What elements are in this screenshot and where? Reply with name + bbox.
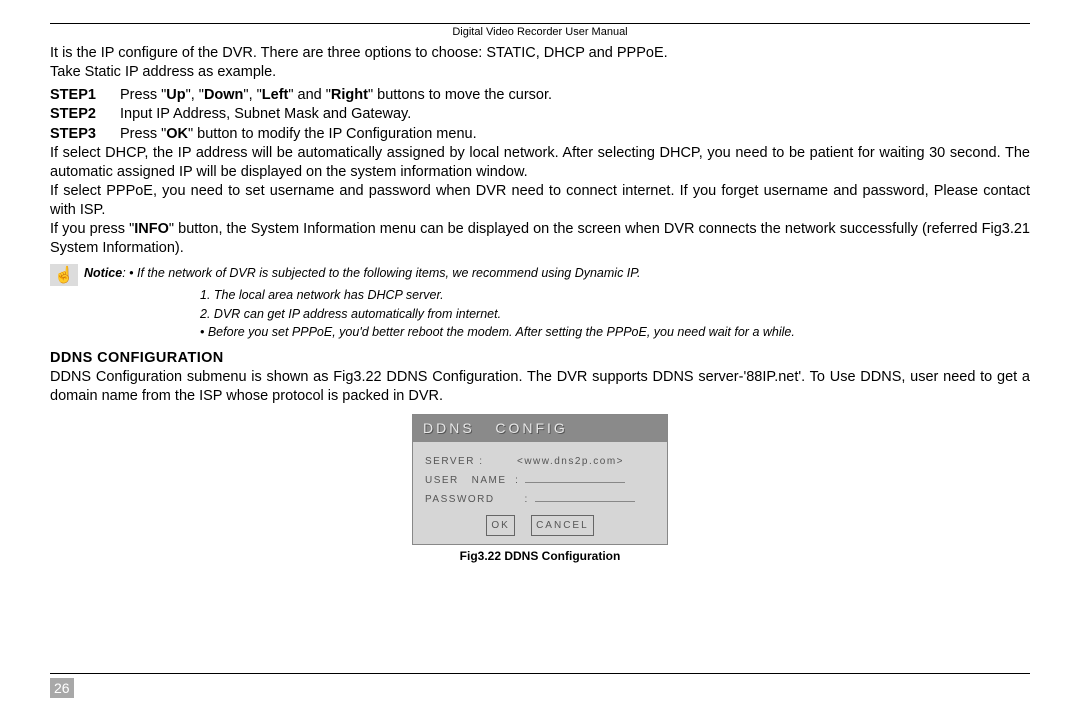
intro-line-2: Take Static IP address as example. [50,63,1030,82]
ddns-password-row: PASSWORD : [425,490,655,509]
step-3-ok: OK [166,126,188,142]
figure-caption: Fig3.22 DDNS Configuration [50,549,1030,565]
info-bold: INFO [134,221,169,237]
ddns-user-row: USER NAME : [425,471,655,490]
step-3-text: Press " [120,126,166,142]
ok-button[interactable]: OK [486,515,514,536]
bottom-rule [50,673,1030,674]
dhcp-paragraph: If select DHCP, the IP address will be a… [50,144,1030,182]
step-1-left: Left [262,87,289,103]
page-header: Digital Video Recorder User Manual [50,23,1030,38]
step-2: STEP2 Input IP Address, Subnet Mask and … [50,105,1030,124]
step-1-right: Right [331,87,368,103]
notice-item-2: 2. DVR can get IP address automatically … [200,305,1030,323]
ddns-section-title: DDNS CONFIGURATION [50,349,1030,368]
step-2-label: STEP2 [50,105,120,124]
ddns-user-field[interactable] [525,472,625,483]
ddns-config-box: DDNS CONFIG SERVER : <www.dns2p.com> USE… [412,414,668,544]
step-1-label: STEP1 [50,86,120,105]
hand-icon: ☝ [50,264,78,286]
page-number: 26 [50,678,74,698]
step-2-text: Input IP Address, Subnet Mask and Gatewa… [120,105,411,124]
ddns-server-value: <www.dns2p.com> [517,452,624,471]
step-1-up: Up [166,87,185,103]
step-1: STEP1 Press "Up", "Down", "Left" and "Ri… [50,86,1030,105]
pppoe-paragraph: If select PPPoE, you need to set usernam… [50,182,1030,220]
ddns-user-label: USER NAME : [425,471,519,490]
step-1-down: Down [204,87,243,103]
cancel-button[interactable]: CANCEL [531,515,594,536]
step-1-text: Press " [120,87,166,103]
notice-label: Notice [84,266,122,280]
info-paragraph: If you press "INFO" button, the System I… [50,220,1030,258]
ddns-server-row: SERVER : <www.dns2p.com> [425,452,655,471]
ddns-password-label: PASSWORD : [425,490,529,509]
step-3-label: STEP3 [50,125,120,144]
step-3: STEP3 Press "OK" button to modify the IP… [50,125,1030,144]
notice-item-1: 1. The local area network has DHCP serve… [200,286,1030,304]
ddns-box-title: DDNS CONFIG [413,415,667,441]
notice-line-1: : • If the network of DVR is subjected t… [122,266,640,280]
ddns-password-field[interactable] [535,491,635,502]
ddns-paragraph: DDNS Configuration submenu is shown as F… [50,369,1030,404]
intro-line-1: It is the IP configure of the DVR. There… [50,44,1030,63]
notice-line-2: • Before you set PPPoE, you'd better reb… [200,323,1030,341]
ddns-server-label: SERVER : [425,452,517,471]
